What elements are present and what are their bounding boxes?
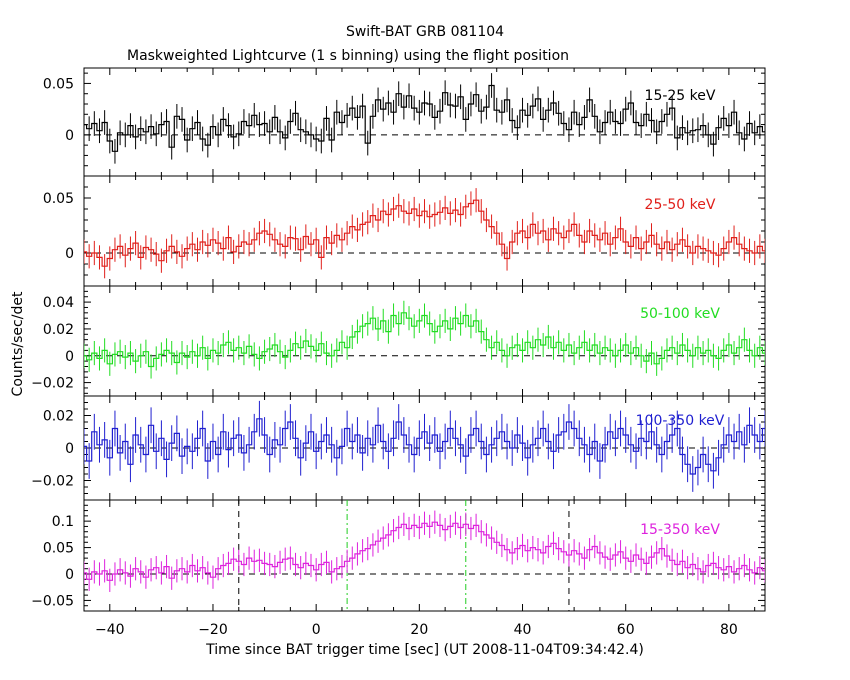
x-tick-label: −40 xyxy=(95,622,125,638)
series-group xyxy=(84,510,765,592)
x-tick-label: 20 xyxy=(410,622,428,638)
y-tick-label: 0.05 xyxy=(43,191,74,207)
y-tick-label: 0.05 xyxy=(43,541,74,557)
series-line xyxy=(84,84,765,152)
panel-3: −0.02 0 0.02 0.04 50-100 keV xyxy=(31,285,766,397)
y-tick-label: 0 xyxy=(65,441,74,457)
x-tick-label: 40 xyxy=(514,622,532,638)
series-line xyxy=(84,199,765,267)
y-tick-label: 0.04 xyxy=(43,295,74,311)
band-label: 15-25 keV xyxy=(645,88,716,104)
y-tick-label: 0.02 xyxy=(43,322,74,338)
series-group xyxy=(84,300,765,379)
chart-subtitle: Maskweighted Lightcurve (1 s binning) us… xyxy=(127,48,569,64)
panel-frame xyxy=(83,175,766,287)
y-tick-label: 0 xyxy=(65,567,74,583)
y-tick-label: −0.02 xyxy=(31,376,74,392)
band-label: 25-50 keV xyxy=(645,197,716,213)
y-tick-label: −0.02 xyxy=(31,474,74,490)
y-tick-label: 0 xyxy=(65,246,74,262)
series-line xyxy=(84,521,765,581)
y-axis-label: Counts/sec/det xyxy=(10,291,26,396)
x-tick-label: 80 xyxy=(720,622,738,638)
series-line xyxy=(84,418,765,475)
x-axis-label: Time since BAT trigger time [sec] (UT 20… xyxy=(205,642,644,658)
panel-frame xyxy=(83,285,766,397)
x-tick-label: −20 xyxy=(198,622,228,638)
y-tick-label: 0 xyxy=(65,128,74,144)
series-group xyxy=(84,188,765,279)
panel-1: 0 0.05 15-25 keV xyxy=(43,67,766,177)
chart-title: Swift-BAT GRB 081104 xyxy=(346,24,504,40)
y-tick-label: 0.05 xyxy=(43,76,74,92)
panel-4: −0.02 0 0.02 100-350 keV xyxy=(31,395,766,501)
series-line xyxy=(84,312,765,368)
band-label: 100-350 keV xyxy=(636,413,725,429)
band-label: 15-350 keV xyxy=(640,522,720,538)
panel-5: −0.05 0 0.05 0.1 15-350 keV xyxy=(31,499,766,612)
y-tick-label: −0.05 xyxy=(31,593,74,609)
y-tick-label: 0.02 xyxy=(43,409,74,425)
band-label: 50-100 keV xyxy=(640,306,720,322)
x-tick-label: 0 xyxy=(312,622,321,638)
panel-2: 0 0.05 25-50 keV xyxy=(43,175,766,287)
series-group xyxy=(84,400,765,492)
series-group xyxy=(84,73,765,164)
panels-group: 0 0.05 15-25 keV 0 0.05 25-50 keV −0.02 0 0.02 0.… xyxy=(31,67,766,638)
y-tick-label: 0 xyxy=(65,349,74,365)
y-tick-label: 0.1 xyxy=(52,514,74,530)
panel-frame xyxy=(83,499,766,612)
x-tick-label: 60 xyxy=(617,622,635,638)
